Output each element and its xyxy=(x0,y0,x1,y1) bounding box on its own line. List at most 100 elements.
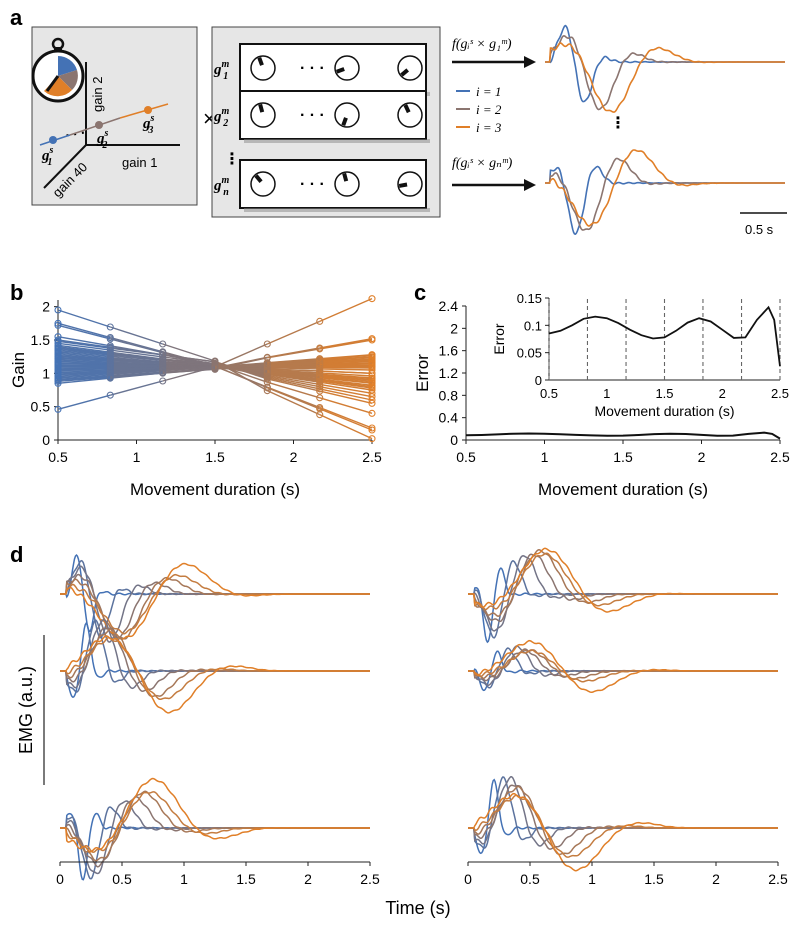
b-series-segment xyxy=(57,339,111,349)
c-x-tick-label: 2.5 xyxy=(770,449,790,465)
b-data-point xyxy=(316,404,324,412)
c-inset-x-axis-label: Movement duration (s) xyxy=(594,403,734,419)
b-data-point xyxy=(368,435,376,443)
scale-bar-label: 0.5 s xyxy=(745,222,774,237)
b-data-point xyxy=(368,399,376,407)
b-series-segment xyxy=(267,347,320,359)
b-series-segment xyxy=(267,367,320,370)
c-inset-x-tick-label: 1 xyxy=(603,386,610,401)
b-series-segment xyxy=(319,380,373,389)
d-x-axis-label: Time (s) xyxy=(385,898,450,918)
b-data-point xyxy=(368,396,376,404)
b-data-point xyxy=(368,356,376,364)
b-series-segment xyxy=(57,373,111,379)
a-trace-1-series-1 xyxy=(545,24,785,103)
b-x-tick-label: 1 xyxy=(133,449,141,465)
b-data-point xyxy=(316,394,324,402)
gain-dial-needle xyxy=(403,104,411,114)
c-inset-x-tick-label: 1.5 xyxy=(655,386,673,401)
rows-vdots: ⋮ xyxy=(224,151,240,168)
b-data-point xyxy=(368,389,376,397)
c-inset-error-line xyxy=(548,305,781,367)
b-x-tick-label: 2 xyxy=(290,449,298,465)
b-series-segment xyxy=(162,358,216,365)
c-x-tick-label: 1 xyxy=(541,449,549,465)
b-series-segment xyxy=(110,349,163,358)
b-data-point xyxy=(54,377,62,385)
b-data-point xyxy=(159,369,167,377)
d-trace-panel-2-dur-3 xyxy=(60,618,370,690)
b-series-segment xyxy=(319,390,373,405)
b-series-segment xyxy=(110,370,163,376)
c-x-tick-label: 2 xyxy=(698,449,706,465)
b-series-segment xyxy=(319,408,373,431)
muscle-row-shadow-2 xyxy=(244,139,430,143)
panel-a-traces xyxy=(545,24,785,235)
c-error-line xyxy=(465,431,781,440)
b-series-segment xyxy=(319,397,373,415)
b-series-segment xyxy=(162,343,216,362)
b-series-segment xyxy=(267,369,320,376)
b-series-segment xyxy=(110,347,163,356)
b-series-segment xyxy=(57,335,111,347)
b-y-tick-label: 2 xyxy=(42,299,50,315)
b-data-point xyxy=(54,306,62,314)
d-trace-panel-3-dur-7 xyxy=(60,777,370,853)
d-x-tick-label: 1 xyxy=(180,871,188,887)
b-series-segment xyxy=(267,387,320,410)
c-y-tick-label: 1.6 xyxy=(439,343,459,359)
b-data-point xyxy=(368,295,376,303)
c-x-tick-label: 0.5 xyxy=(456,449,476,465)
gain-dial-needle xyxy=(257,56,264,66)
b-series-segment xyxy=(319,374,373,381)
b-series-segment xyxy=(267,375,320,388)
b-series-segment xyxy=(162,354,216,363)
b-data-point xyxy=(368,351,376,359)
b-data-point xyxy=(54,321,62,329)
b-series-segment xyxy=(267,374,320,386)
gain-dial-icon xyxy=(334,102,360,128)
d-trace-panel-3-dur-2 xyxy=(60,806,370,880)
b-data-point xyxy=(316,373,324,381)
c-y-axis-label: Error xyxy=(413,354,432,392)
muscle-gain-box: gm 1 · · · gm 2 · · · gm n · · · ⋮ xyxy=(211,26,441,218)
b-data-point xyxy=(106,335,114,343)
b-data-point xyxy=(368,359,376,367)
b-series-segment xyxy=(57,348,111,355)
panel-label-c: c xyxy=(414,280,426,305)
c-inset-x-tick-label: 0.5 xyxy=(540,386,558,401)
d-trace-panel-2-dur-7 xyxy=(60,635,370,714)
b-data-point xyxy=(368,393,376,401)
gain-dial-icon xyxy=(334,171,360,197)
b-y-tick-label: 0.5 xyxy=(31,399,51,415)
gain-dial-needle xyxy=(398,182,408,188)
b-series-segment xyxy=(319,298,373,322)
axis-label-gain1: gain 1 xyxy=(122,155,157,170)
b-series-segment xyxy=(267,368,320,372)
b-data-point xyxy=(263,359,271,367)
d-trace-panel-5-dur-7 xyxy=(468,639,778,694)
synergy-line-mid xyxy=(69,117,121,136)
c-y-tick-label: 2 xyxy=(450,320,458,336)
b-series-segment xyxy=(57,371,111,375)
b-series-segment xyxy=(214,361,268,371)
b-series-segment xyxy=(162,366,216,382)
c-inset-y-axis-label: Error xyxy=(491,323,507,354)
stopwatch-wedge-mid xyxy=(58,70,78,90)
panel-label-a: a xyxy=(10,5,23,30)
b-x-axis-label: Movement duration (s) xyxy=(130,480,300,499)
muscle-row-ellipsis: · · · xyxy=(300,60,325,77)
d-x-tick-label: 0 xyxy=(464,871,472,887)
a-trace-2-series-3 xyxy=(545,149,785,227)
b-series-segment xyxy=(319,368,373,371)
d-trace-panel-6-dur-2 xyxy=(468,776,778,849)
b-series-segment xyxy=(319,360,373,364)
d-trace-panel-4-dur-7 xyxy=(468,547,778,613)
b-series-segment xyxy=(57,360,111,364)
b-series-segment xyxy=(57,342,111,351)
b-series-segment xyxy=(319,359,373,363)
b-data-point xyxy=(159,351,167,359)
b-series-segment xyxy=(57,353,111,360)
d-trace-panel-2-dur-6 xyxy=(60,636,370,700)
b-series-segment xyxy=(267,357,320,364)
